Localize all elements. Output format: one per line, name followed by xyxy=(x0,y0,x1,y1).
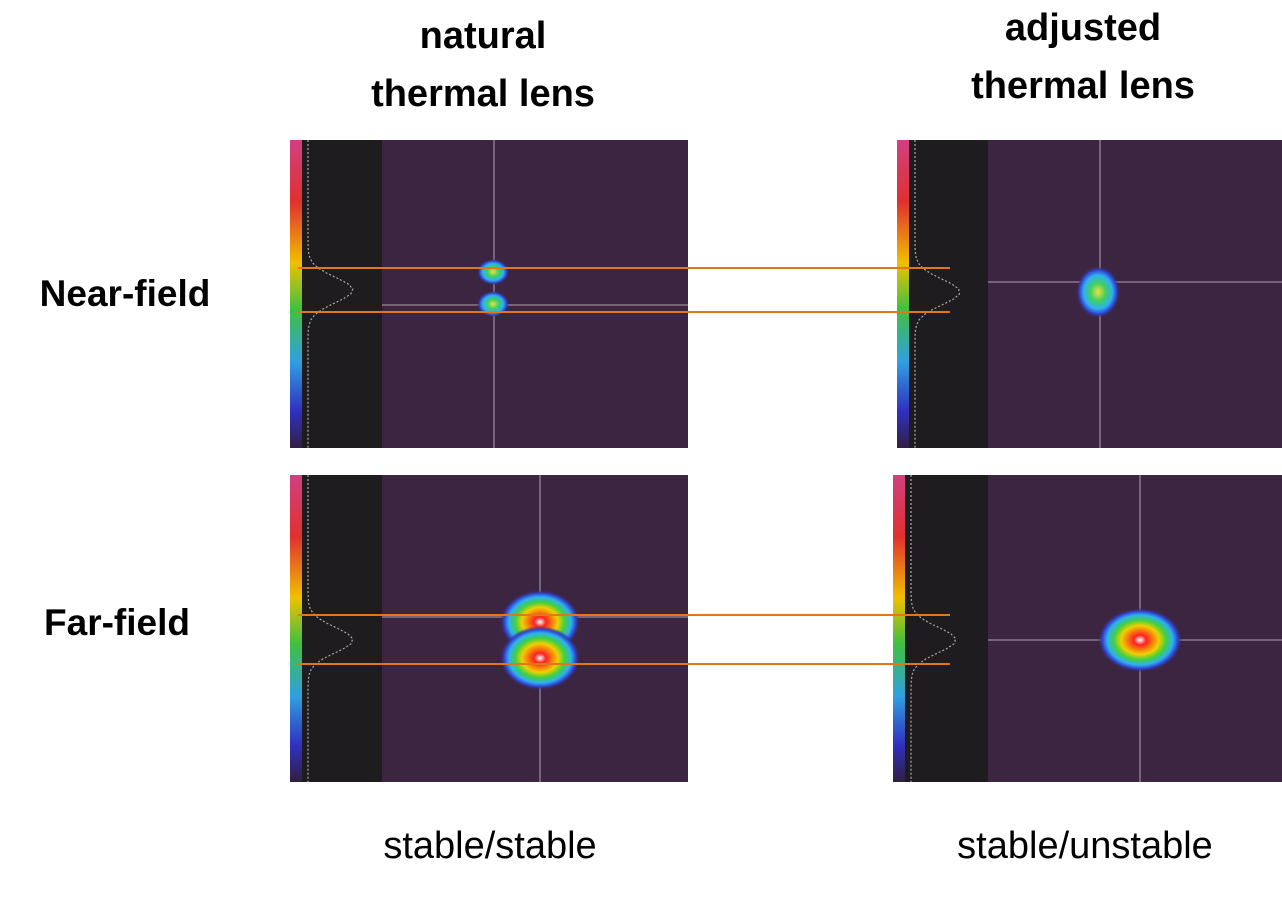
column-caption: stable/unstable xyxy=(957,825,1213,867)
colorbar xyxy=(897,140,909,448)
column-caption: stable/stable xyxy=(383,825,596,867)
colorbar xyxy=(290,475,302,782)
beam-spot xyxy=(477,291,509,317)
figure: natural thermal lens adjusted thermal le… xyxy=(0,0,1282,898)
beam-profile xyxy=(897,140,1282,448)
beam-panels xyxy=(290,140,1282,782)
beam-spot xyxy=(1098,608,1182,672)
column-title: thermal lens xyxy=(971,65,1195,107)
column-title: thermal lens xyxy=(371,73,595,115)
beam-profile xyxy=(290,140,688,448)
beam-spot xyxy=(477,259,509,285)
profile-strip xyxy=(905,475,988,782)
profile-strip xyxy=(909,140,988,448)
column-title: natural xyxy=(420,15,547,57)
colorbar xyxy=(893,475,905,782)
column-title: adjusted xyxy=(1005,7,1161,49)
profile-strip xyxy=(302,475,382,782)
row-label: Near-field xyxy=(40,273,211,314)
beam-profile xyxy=(290,475,688,782)
beam-spot xyxy=(500,626,580,690)
beam-spot xyxy=(1076,266,1120,318)
colorbar xyxy=(290,140,302,448)
profile-strip xyxy=(302,140,382,448)
row-label: Far-field xyxy=(44,602,190,643)
page: natural thermal lens adjusted thermal le… xyxy=(0,0,1282,898)
beam-profile xyxy=(893,475,1282,782)
